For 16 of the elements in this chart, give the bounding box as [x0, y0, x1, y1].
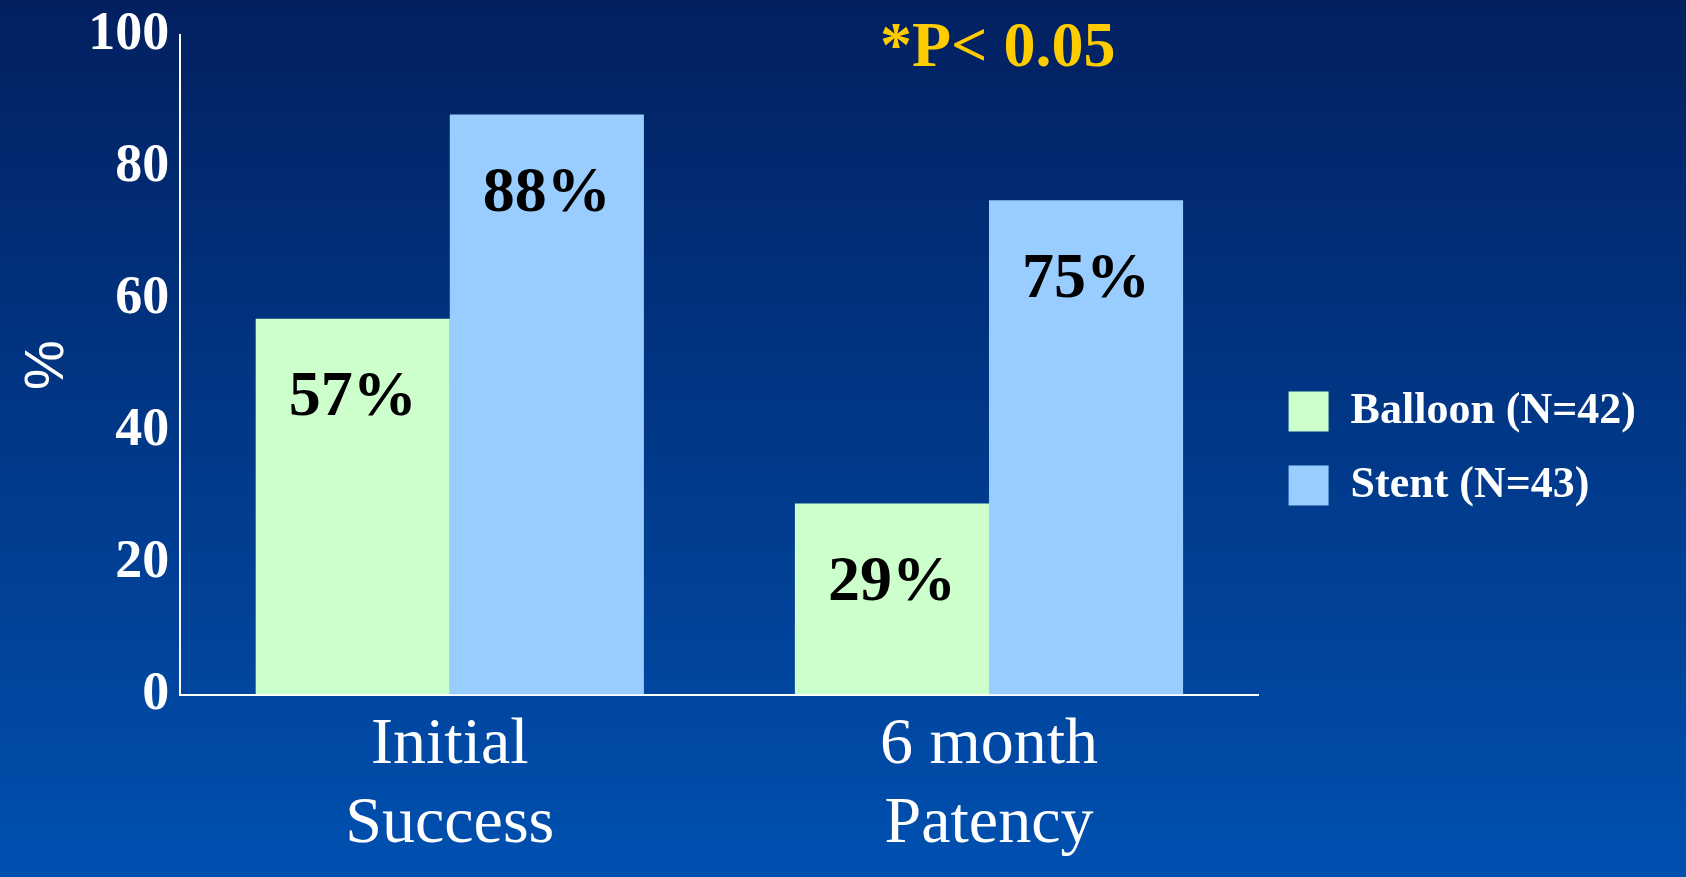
data-label: 75% [1022, 239, 1151, 311]
legend-label: Stent (N=43) [1350, 457, 1590, 507]
y-tick-label: 0 [142, 660, 170, 721]
data-label: 88% [482, 154, 611, 226]
y-axis-title: % [12, 340, 76, 390]
y-tick-label: 40 [115, 396, 170, 457]
annotation: *P< 0.05 [880, 8, 1116, 82]
legend-label: Balloon (N=42) [1350, 383, 1636, 433]
x-tick-label: 6 month Patency [879, 703, 1099, 856]
y-tick-label: 60 [115, 265, 170, 326]
data-label: 29% [827, 542, 956, 614]
x-tick-label: Initial Success [345, 703, 555, 856]
y-tick-label: 80 [115, 133, 170, 194]
y-tick-label: 100 [88, 1, 170, 62]
data-label: 57% [288, 358, 417, 430]
y-tick-label: 20 [115, 528, 170, 589]
